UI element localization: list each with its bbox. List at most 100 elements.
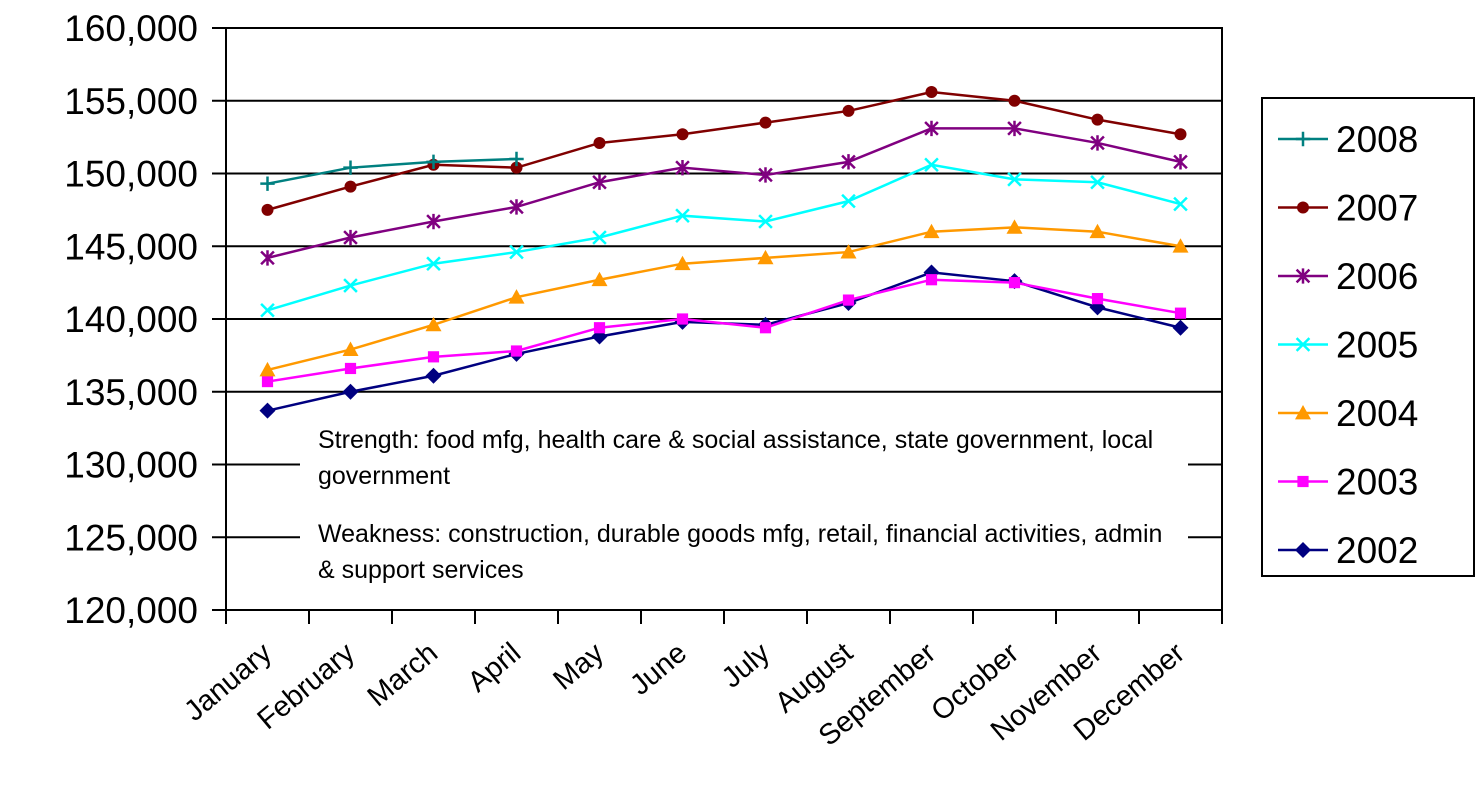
series-2006: 2006 January: 144200 2006 February: 14560… <box>260 120 1188 266</box>
legend-label: 2002 <box>1336 530 1418 571</box>
data-point: 2004 April: 141500 <box>508 289 525 304</box>
data-point: 2004 February: 137900 <box>342 341 359 356</box>
data-point: 2003 June: 140000 <box>676 313 689 325</box>
data-point: 2006 December: 150800 <box>1173 154 1188 170</box>
data-point: 2003 December: 140400 <box>1174 307 1187 319</box>
data-point: 2007 October: 155000 <box>1008 94 1021 107</box>
data-point: 2005 December: 147900 <box>1173 196 1188 212</box>
legend-item-2007: 2007 <box>1278 188 1418 229</box>
y-axis-ticks: 120,000 125,000 130,000 135,000 140,000 145,0… <box>64 8 226 631</box>
legend-marker <box>1297 201 1309 214</box>
strength-annotation: Strength: food mfg, health care & social… <box>300 422 1188 494</box>
data-point: 2003 July: 139400 <box>759 322 772 334</box>
y-tick-label: 135,000 <box>64 372 198 413</box>
data-point: 2006 August: 150800 <box>841 154 856 170</box>
data-point: 2004 March: 139600 <box>425 316 442 332</box>
legend-marker <box>1295 337 1311 352</box>
data-point: 2003 November: 141400 <box>1091 293 1104 305</box>
data-point: 2004 May: 142700 <box>591 271 608 287</box>
legend-marker <box>1295 131 1311 147</box>
data-point: 2006 June: 150400 <box>675 160 690 176</box>
data-point: 2007 December: 152700 <box>1174 128 1187 141</box>
data-point: 2002 March: 136100 <box>425 367 442 384</box>
series-2005: 2005 January: 140600 2005 February: 14230… <box>260 157 1188 318</box>
series-2008: 2008 January: 149300 2008 February: 15040… <box>260 151 524 191</box>
series-line <box>267 90 1181 212</box>
x-tick-label: June <box>624 637 693 702</box>
data-point: 2006 April: 147700 <box>509 199 524 215</box>
data-point: 2004 July: 144200 <box>757 249 774 265</box>
y-tick-label: 140,000 <box>64 299 198 340</box>
legend-marker <box>1295 268 1311 284</box>
data-point: 2007 November: 153700 <box>1091 113 1104 126</box>
legend: 2008 2007 2006 2005 2004 2003 2002 <box>1261 97 1475 577</box>
weakness-annotation: Weakness: construction, durable goods mf… <box>300 516 1188 588</box>
data-point: 2003 January: 135700 <box>261 375 274 388</box>
x-tick-label: May <box>547 637 610 697</box>
data-point: 2003 April: 137800 <box>510 345 523 357</box>
data-point: 2007 May: 152100 <box>593 136 606 149</box>
y-tick-label: 155,000 <box>64 81 198 122</box>
legend-label: 2006 <box>1336 256 1418 297</box>
data-point: 2005 January: 140600 <box>260 302 275 318</box>
data-point: 2007 July: 153500 <box>759 116 772 129</box>
data-point: 2006 January: 144200 <box>260 250 275 266</box>
data-point: 2005 November: 149400 <box>1090 174 1105 190</box>
data-point: 2002 December: 139400 <box>1172 319 1189 336</box>
series-line <box>267 157 517 185</box>
legend-marker <box>1295 405 1311 420</box>
data-point: 2006 November: 152100 <box>1090 135 1105 151</box>
legend-label: 2005 <box>1336 325 1418 366</box>
legend-item-2002: 2002 <box>1278 530 1418 571</box>
series-line <box>267 127 1181 260</box>
data-point: 2008 April: 151000 <box>509 151 524 167</box>
data-point: 2007 August: 154300 <box>842 104 855 117</box>
data-point: 2005 September: 150600 <box>924 157 939 173</box>
data-point: 2004 November: 146000 <box>1089 223 1106 239</box>
data-point: 2008 February: 150400 <box>343 160 358 175</box>
x-tick-label: July <box>716 637 776 695</box>
data-point: 2005 August: 148100 <box>841 193 856 209</box>
data-point: 2005 July: 146700 <box>758 214 773 229</box>
series-2004: 2004 January: 136500 2004 February: 13790… <box>259 219 1189 377</box>
data-point: 2003 May: 139400 <box>593 322 606 334</box>
data-point: 2007 January: 147500 <box>261 203 274 216</box>
series-line <box>267 278 1181 383</box>
data-point: 2004 January: 136500 <box>259 361 276 377</box>
legend-item-2008: 2008 <box>1278 119 1418 160</box>
data-point: 2004 December: 145000 <box>1172 238 1189 253</box>
y-tick-label: 130,000 <box>64 445 198 486</box>
data-point: 2007 September: 155600 <box>925 86 938 99</box>
data-point: 2005 June: 147100 <box>675 208 690 223</box>
data-point: 2006 July: 149900 <box>758 167 773 183</box>
series-2003: 2003 January: 135700 2003 February: 13660… <box>261 274 1187 388</box>
data-point: 2003 March: 137400 <box>427 351 440 363</box>
legend-marker <box>1295 542 1311 558</box>
series-2007: 2007 January: 147500 2007 February: 14910… <box>261 86 1187 216</box>
data-point: 2007 April: 150400 <box>510 161 523 174</box>
data-point: 2007 February: 149100 <box>344 180 357 193</box>
legend-label: 2003 <box>1336 462 1418 503</box>
data-point: 2005 February: 142300 <box>343 278 358 293</box>
series-2002: 2002 January: 133700 2002 February: 13500… <box>259 264 1189 419</box>
x-tick-label: March <box>362 637 444 713</box>
legend-label: 2004 <box>1336 393 1418 434</box>
data-point: 2003 February: 136600 <box>344 362 357 375</box>
legend-item-2003: 2003 <box>1278 462 1418 503</box>
legend-item-2006: 2006 <box>1278 256 1418 297</box>
y-tick-label: 150,000 <box>64 154 198 195</box>
series-line <box>267 271 1181 412</box>
data-point: 2002 February: 135000 <box>342 383 359 400</box>
data-point: 2004 October: 146300 <box>1006 219 1023 234</box>
data-point: 2003 August: 141300 <box>842 294 855 306</box>
x-tick-label: April <box>462 637 527 699</box>
legend-box <box>1261 97 1475 577</box>
data-point: 2005 May: 145600 <box>592 230 607 245</box>
data-point: 2006 October: 153100 <box>1007 120 1022 137</box>
legend-label: 2008 <box>1336 119 1418 160</box>
data-point: 2005 April: 144600 <box>509 244 524 260</box>
data-point: 2008 January: 149300 <box>260 176 275 191</box>
series-layer: 2002 January: 133700 2002 February: 13500… <box>259 86 1189 419</box>
